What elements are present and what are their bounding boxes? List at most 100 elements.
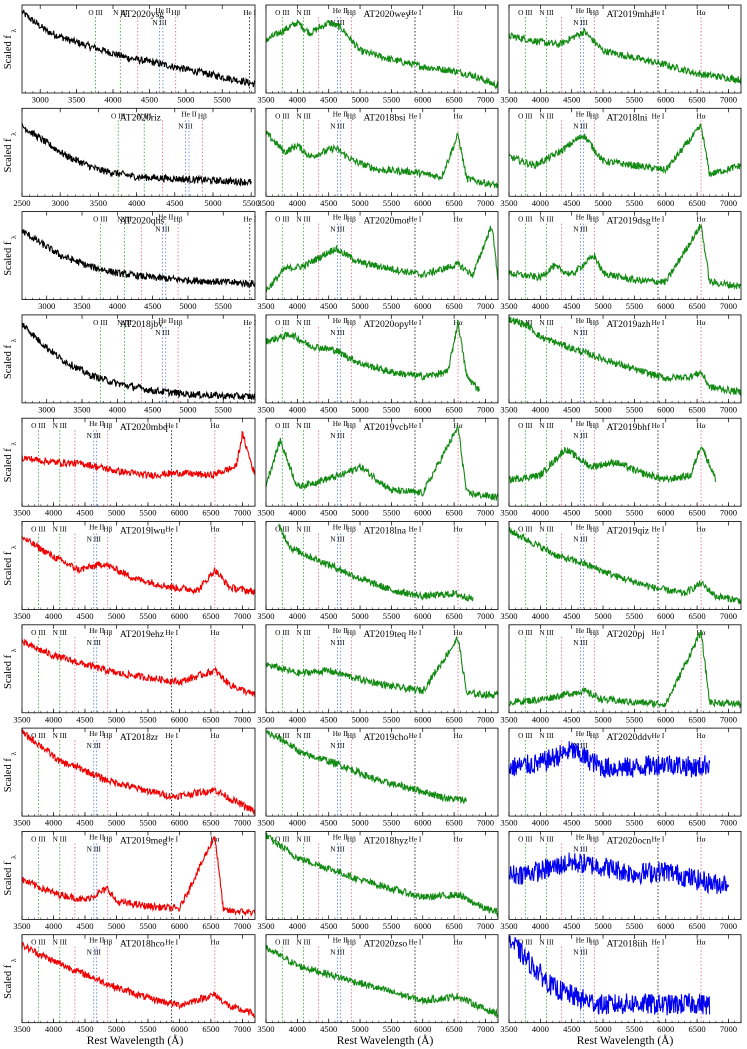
object-name: AT2019ehz xyxy=(120,629,164,640)
x-axis-label-col1: Rest Wavelength (Å) xyxy=(87,1033,184,1047)
line-label: He II xyxy=(333,523,349,532)
x-tick-label: 7000 xyxy=(720,714,737,724)
line-label: Hα xyxy=(454,628,463,637)
x-tick-label: 5000 xyxy=(594,508,611,518)
line-label: N III xyxy=(137,111,152,120)
spectrum-line xyxy=(265,130,499,189)
line-label: N III xyxy=(296,215,311,224)
line-label: Hβ xyxy=(103,628,112,637)
line-label: N III xyxy=(330,741,345,750)
x-tick-label: 4500 xyxy=(563,404,580,414)
plot-frame xyxy=(508,211,742,301)
x-tick-label: 4000 xyxy=(532,198,549,208)
x-tick-label: 4000 xyxy=(532,95,549,105)
x-tick-label: 6500 xyxy=(689,1024,706,1034)
plot-frame xyxy=(508,727,742,817)
line-label: Hα xyxy=(697,215,706,224)
spectrum-panel: O III N III N III He II Hβ 2500 3000 3500 4000 45… xyxy=(3,107,260,208)
line-label: N III xyxy=(330,18,345,27)
line-label: N III xyxy=(573,638,588,647)
x-tick-label: 7000 xyxy=(720,198,737,208)
line-label: Hβ xyxy=(347,111,356,120)
x-tick-label: 5500 xyxy=(214,95,231,105)
line-label: O III xyxy=(275,731,290,740)
x-tick-label: 3500 xyxy=(500,508,517,518)
line-label: Hα xyxy=(697,111,706,120)
line-label: He I xyxy=(409,834,422,843)
x-tick-label: 4000 xyxy=(532,301,549,311)
x-tick-label: 6500 xyxy=(202,1024,219,1034)
x-tick-label: 7000 xyxy=(477,301,494,311)
object-name: AT2020ddv xyxy=(606,732,652,743)
spectrum-line xyxy=(277,523,474,602)
line-label: O III xyxy=(275,525,290,534)
spectrum-line xyxy=(265,319,480,392)
object-name: AT2018lna xyxy=(363,526,406,537)
x-tick-label: 3500 xyxy=(257,508,274,518)
y-axis-label: Scaled f λ xyxy=(3,338,18,379)
x-tick-label: 7000 xyxy=(234,818,251,828)
line-label: Hα xyxy=(454,8,463,17)
line-label: N III xyxy=(539,834,554,843)
line-label: He I xyxy=(165,628,178,637)
plot-frame xyxy=(265,211,499,301)
line-label: N III xyxy=(296,731,311,740)
x-tick-label: 5500 xyxy=(243,198,260,208)
object-name: AT2019lwu xyxy=(120,526,166,537)
x-tick-label: 6000 xyxy=(414,921,431,931)
line-label: O III xyxy=(111,111,126,120)
line-label: O III xyxy=(31,525,46,534)
line-label: He I xyxy=(409,215,422,224)
x-tick-label: 4000 xyxy=(45,818,62,828)
line-label: He I xyxy=(165,421,178,430)
x-tick-label: 5000 xyxy=(594,404,611,414)
line-label: N III xyxy=(296,111,311,120)
line-label: Hβ xyxy=(171,8,180,17)
x-tick-label: 4000 xyxy=(289,714,306,724)
line-label: He I xyxy=(409,8,422,17)
plot-frame xyxy=(21,831,256,920)
x-tick-label: 4500 xyxy=(320,818,337,828)
x-tick-label: 5500 xyxy=(626,301,643,311)
line-label: N III xyxy=(539,525,554,534)
x-tick-label: 6500 xyxy=(446,95,463,105)
line-label: N III xyxy=(296,525,311,534)
line-label: N III xyxy=(113,8,128,17)
x-tick-label: 4000 xyxy=(289,198,306,208)
x-tick-label: 5000 xyxy=(594,95,611,105)
object-name: AT2019dsg xyxy=(606,216,650,227)
line-label: O III xyxy=(518,8,533,17)
line-label: He II xyxy=(158,316,174,325)
x-tick-label: 5000 xyxy=(351,508,368,518)
x-tick-label: 4500 xyxy=(76,1024,93,1034)
x-tick-label: 3500 xyxy=(257,301,274,311)
x-tick-label: 5000 xyxy=(594,198,611,208)
line-label: O III xyxy=(518,421,533,430)
x-tick-label: 4000 xyxy=(45,921,62,931)
x-tick-label: 4500 xyxy=(320,404,337,414)
x-tick-label: 6000 xyxy=(414,198,431,208)
x-tick-label: 5000 xyxy=(594,921,611,931)
x-tick-label: 6000 xyxy=(657,404,674,414)
x-tick-label: 4500 xyxy=(320,508,337,518)
x-tick-label: 7000 xyxy=(720,301,737,311)
x-tick-label: 5500 xyxy=(626,508,643,518)
line-label: N III xyxy=(296,938,311,947)
object-name: AT2019teq xyxy=(363,629,406,640)
x-tick-label: 3500 xyxy=(500,404,517,414)
line-label: Hα xyxy=(210,525,219,534)
line-label: O III xyxy=(31,421,46,430)
line-label: Hα xyxy=(697,421,706,430)
x-tick-label: 6000 xyxy=(171,508,188,518)
line-label: N III xyxy=(539,421,554,430)
line-label: Hα xyxy=(697,938,706,947)
x-tick-label: 7000 xyxy=(477,198,494,208)
object-name: AT2019cho xyxy=(363,732,408,743)
x-tick-label: 5500 xyxy=(139,818,156,828)
line-label: He II xyxy=(576,419,592,428)
x-tick-label: 4000 xyxy=(532,1024,549,1034)
x-tick-label: 2500 xyxy=(13,198,30,208)
